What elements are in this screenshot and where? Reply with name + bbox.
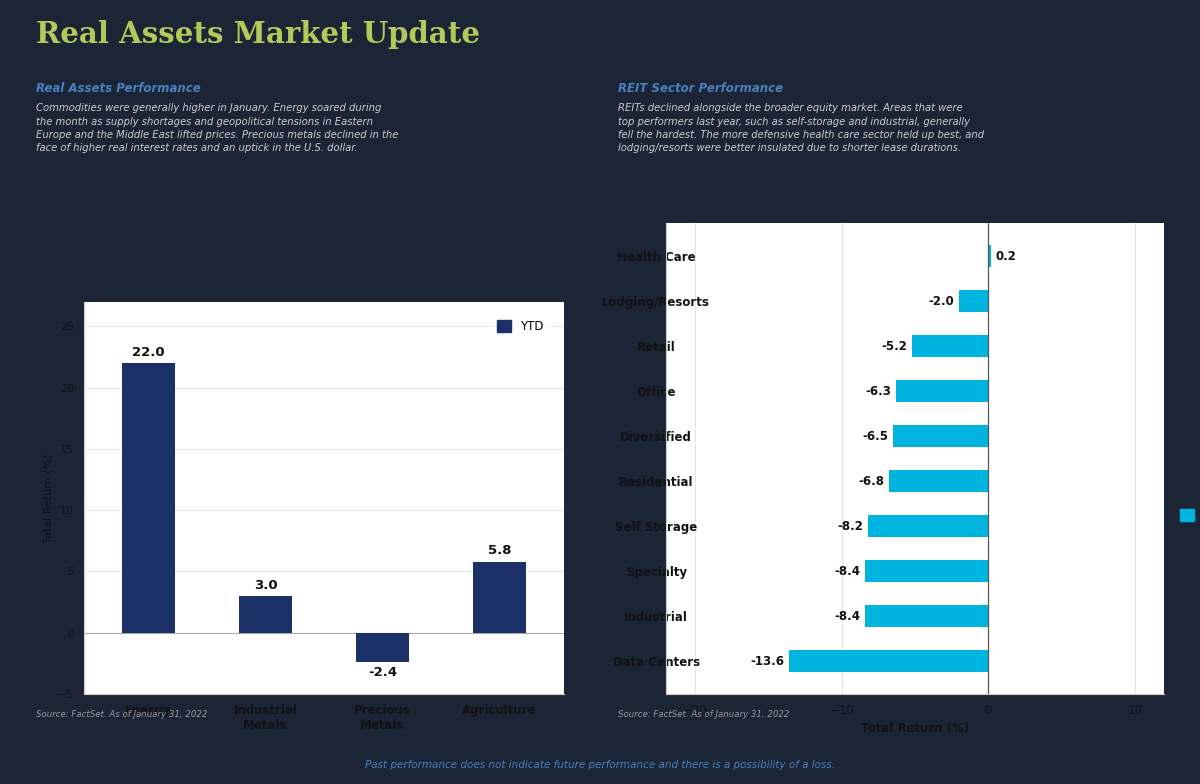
Bar (893, 425, 989, 448)
Text: Past performance does not indicate future performance and there is a possibility: Past performance does not indicate futur… (365, 760, 835, 770)
Text: -13.6: -13.6 (751, 655, 785, 668)
Text: -2.4: -2.4 (368, 666, 397, 679)
Bar (122, 363, 175, 633)
Bar (889, 470, 989, 492)
Text: REIT Sector Performance: REIT Sector Performance (618, 82, 784, 96)
Text: 0.2: 0.2 (996, 249, 1016, 263)
Text: -2.0: -2.0 (929, 295, 954, 307)
Bar (790, 650, 989, 673)
Text: REITs declined alongside the broader equity market. Areas that were
top performe: REITs declined alongside the broader equ… (618, 103, 984, 153)
Text: 22.0: 22.0 (132, 346, 164, 359)
Text: Commodities were generally higher in January. Energy soared during
the month as : Commodities were generally higher in Jan… (36, 103, 398, 153)
Y-axis label: Total Return (%): Total Return (%) (43, 453, 54, 543)
Text: Source: FactSet. As of January 31, 2022: Source: FactSet. As of January 31, 2022 (36, 710, 208, 718)
Legend: YTD: YTD (492, 316, 548, 338)
Text: -8.4: -8.4 (835, 564, 860, 578)
Bar (356, 633, 409, 662)
Bar (989, 245, 991, 267)
Bar (868, 515, 989, 537)
Bar (865, 605, 989, 627)
Bar (473, 561, 526, 633)
Text: -6.3: -6.3 (865, 385, 892, 397)
Text: -6.5: -6.5 (863, 430, 889, 443)
Legend: YTD: YTD (1175, 504, 1200, 526)
Text: Source: FactSet. As of January 31, 2022: Source: FactSet. As of January 31, 2022 (618, 710, 790, 718)
Bar (959, 290, 989, 312)
Text: -8.4: -8.4 (835, 610, 860, 622)
Text: -6.8: -6.8 (858, 474, 884, 488)
X-axis label: Total Return (%): Total Return (%) (860, 722, 970, 735)
Text: 3.0: 3.0 (253, 579, 277, 592)
Bar (896, 380, 989, 402)
Bar (239, 596, 292, 633)
Text: -5.2: -5.2 (882, 339, 907, 353)
Text: 5.8: 5.8 (488, 544, 511, 557)
Bar (912, 335, 989, 358)
Text: Real Assets Market Update: Real Assets Market Update (36, 20, 480, 49)
Text: Real Assets Performance: Real Assets Performance (36, 82, 200, 96)
Bar (865, 560, 989, 583)
Text: -8.2: -8.2 (838, 520, 864, 532)
